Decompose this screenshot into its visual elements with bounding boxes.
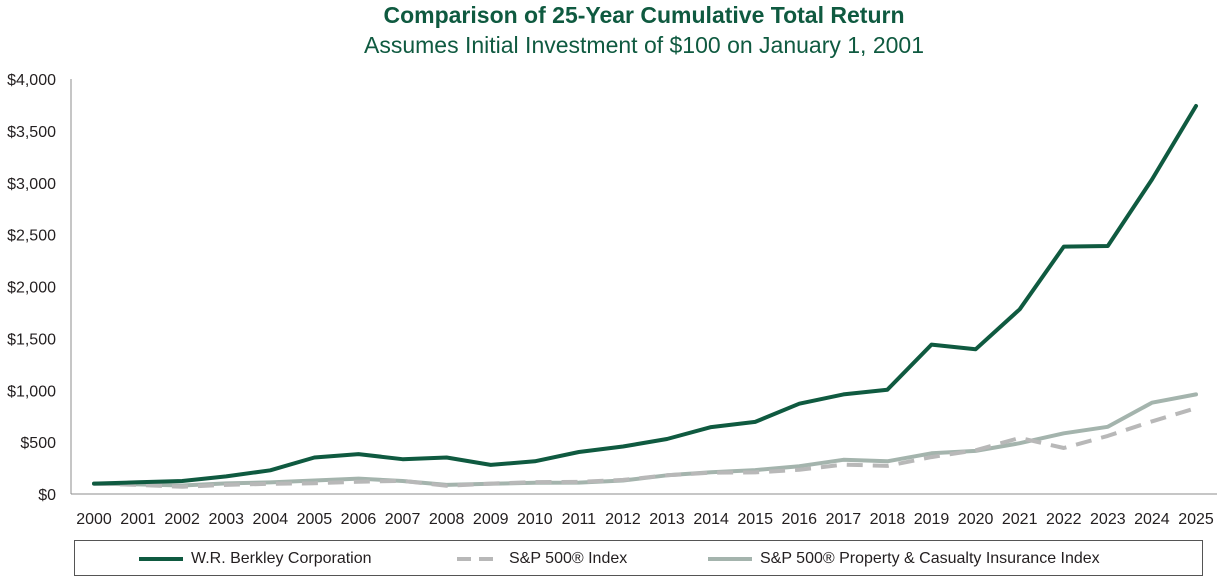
- x-tick-label: 2023: [1090, 511, 1126, 528]
- x-tick-label: 2015: [737, 511, 773, 528]
- y-tick-label: $2,500: [7, 228, 56, 245]
- chart-axes: [70, 79, 1217, 495]
- legend-label-sp500: S&P 500® Index: [509, 550, 628, 567]
- series-lines: [92, 104, 1198, 489]
- x-tick-label: 2010: [517, 511, 553, 528]
- x-tick-label: 2021: [1002, 511, 1038, 528]
- x-tick-label: 2019: [914, 511, 950, 528]
- x-tick-label: 2025: [1178, 511, 1214, 528]
- legend-label-pc-index: S&P 500® Property & Casualty Insurance I…: [760, 550, 1100, 567]
- x-tick-label: 2013: [649, 511, 685, 528]
- x-tick-label: 2016: [781, 511, 817, 528]
- x-axis-tick-labels: 2000 2001 2002 2003 2004 2005 2006 2007 2008 2009…: [76, 511, 1214, 528]
- chart-title: Comparison of 25-Year Cumulative Total R…: [383, 2, 905, 28]
- legend-swatch-sp500: [457, 557, 501, 561]
- x-tick-label: 2009: [473, 511, 509, 528]
- series-line-0: [92, 104, 1198, 486]
- x-tick-label: 2005: [297, 511, 333, 528]
- x-tick-label: 2004: [253, 511, 289, 528]
- x-tick-label: 2008: [429, 511, 465, 528]
- y-tick-label: $2,000: [7, 280, 56, 297]
- y-tick-label: $1,000: [7, 383, 56, 400]
- x-tick-label: 2003: [208, 511, 244, 528]
- legend-item-pc-index: S&P 500® Property & Casualty Insurance I…: [706, 541, 1100, 577]
- y-axis-tick-labels: $0 $500 $1,000 $1,500 $2,000 $2,500 $3,000 $3,5…: [7, 72, 56, 504]
- chart-legend: W.R. Berkley Corporation S&P 500® Index …: [74, 540, 1203, 576]
- series-line-1: [93, 406, 1197, 489]
- x-tick-label: 2007: [385, 511, 421, 528]
- y-tick-label: $500: [20, 435, 56, 452]
- y-tick-label: $4,000: [7, 72, 56, 89]
- x-tick-label: 2018: [870, 511, 906, 528]
- y-tick-label: $3,000: [7, 176, 56, 193]
- x-tick-label: 2006: [341, 511, 377, 528]
- x-tick-label: 2000: [76, 511, 112, 528]
- y-tick-label: $3,500: [7, 124, 56, 141]
- legend-swatch-berkley: [139, 557, 183, 561]
- y-tick-label: $0: [38, 487, 56, 504]
- x-tick-label: 2012: [605, 511, 641, 528]
- legend-item-sp500: S&P 500® Index: [455, 541, 627, 577]
- y-tick-label: $1,500: [7, 331, 56, 348]
- legend-item-berkley: W.R. Berkley Corporation: [137, 541, 372, 577]
- x-tick-label: 2022: [1046, 511, 1082, 528]
- x-tick-label: 2002: [164, 511, 200, 528]
- chart-subtitle: Assumes Initial Investment of $100 on Ja…: [364, 32, 924, 58]
- x-tick-label: 2001: [120, 511, 156, 528]
- x-tick-label: 2017: [826, 511, 862, 528]
- x-tick-label: 2020: [958, 511, 994, 528]
- x-tick-label: 2024: [1134, 511, 1170, 528]
- x-tick-label: 2014: [693, 511, 729, 528]
- legend-label-berkley: W.R. Berkley Corporation: [191, 550, 372, 567]
- x-tick-label: 2011: [562, 511, 597, 528]
- line-chart: $0 $500 $1,000 $1,500 $2,000 $2,500 $3,000 $3,5…: [7, 72, 1217, 528]
- legend-swatch-pc-index: [708, 557, 752, 561]
